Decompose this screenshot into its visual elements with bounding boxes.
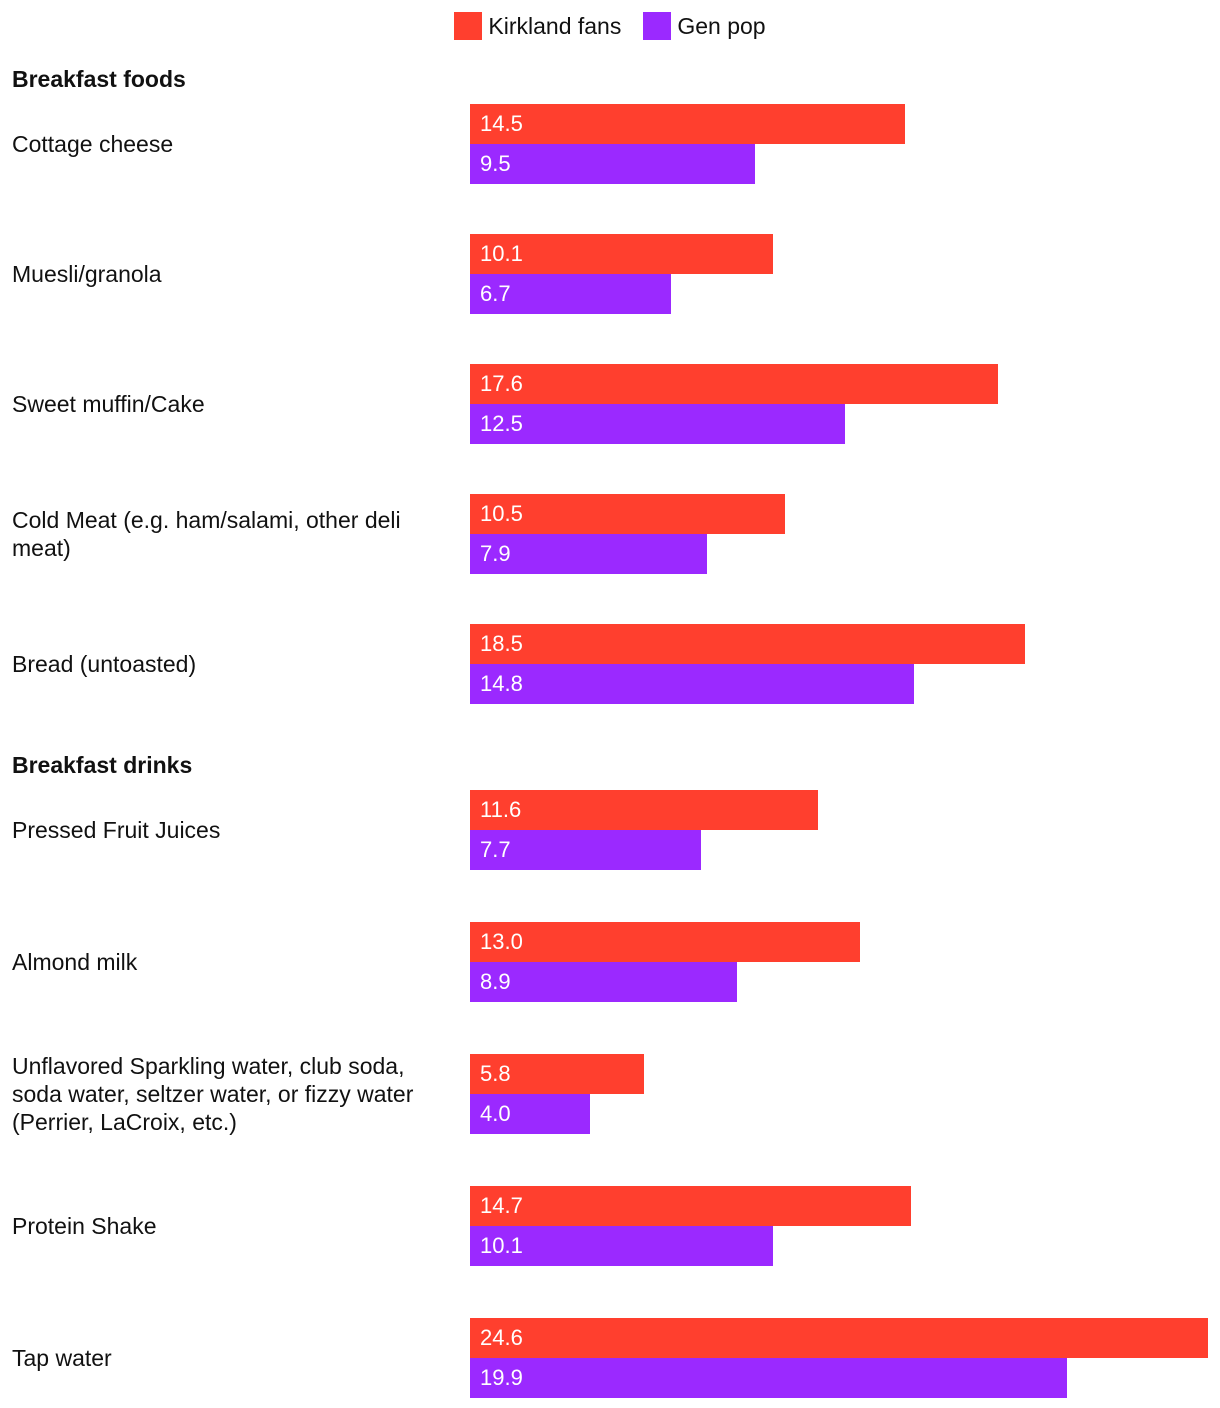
bar-genpop: 7.9 [470, 534, 707, 574]
bar-genpop: 10.1 [470, 1226, 773, 1266]
category-label: Protein Shake [12, 1213, 157, 1239]
bar-value-label: 24.6 [480, 1325, 523, 1350]
bar-value-label: 18.5 [480, 631, 523, 656]
bar-value-label: 7.7 [480, 837, 511, 862]
bar-value-label: 4.0 [480, 1101, 511, 1126]
bar-value-label: 14.7 [480, 1193, 523, 1218]
bar-value-label: 10.1 [480, 1233, 523, 1258]
bar-kirkland: 14.7 [470, 1186, 911, 1226]
category-label: Almond milk [12, 949, 138, 975]
category-label: Cottage cheese [12, 131, 174, 157]
legend-swatch-genpop [643, 12, 672, 40]
legend-label-genpop: Gen pop [677, 12, 766, 39]
legend-item-kirkland: Kirkland fans [454, 12, 621, 40]
category-label: Bread (untoasted) [12, 651, 197, 677]
legend-item-genpop: Gen pop [643, 12, 766, 40]
bar-genpop: 6.7 [470, 274, 671, 314]
bar-value-label: 6.7 [480, 281, 511, 306]
bar-value-label: 10.1 [480, 241, 523, 266]
legend-swatch-kirkland [454, 12, 483, 40]
category-label: Cold Meat (e.g. ham/salami, other deli m… [12, 507, 401, 561]
bar-value-label: 14.5 [480, 111, 523, 136]
bar-value-label: 17.6 [480, 371, 523, 396]
bar-value-label: 9.5 [480, 151, 511, 176]
bar-value-label: 11.6 [480, 797, 522, 822]
bar-value-label: 7.9 [480, 541, 511, 566]
bar-kirkland: 24.6 [470, 1318, 1208, 1358]
group-title: Breakfast foods [12, 66, 186, 92]
bar-kirkland: 5.8 [470, 1054, 644, 1094]
bar-genpop: 7.7 [470, 830, 701, 870]
bar-value-label: 13.0 [480, 929, 523, 954]
bar-genpop: 19.9 [470, 1358, 1067, 1398]
bar-kirkland: 13.0 [470, 922, 860, 962]
category-label: Sweet muffin/Cake [12, 391, 205, 417]
category-label: Unflavored Sparkling water, club soda, s… [12, 1053, 414, 1135]
category-label: Pressed Fruit Juices [12, 817, 221, 843]
bar-value-label: 19.9 [480, 1365, 523, 1390]
bar-kirkland: 17.6 [470, 364, 998, 404]
bar-genpop: 14.8 [470, 664, 914, 704]
group-title: Breakfast drinks [12, 752, 193, 778]
bar-value-label: 8.9 [480, 969, 511, 994]
bar-value-label: 12.5 [480, 411, 523, 436]
bar-value-label: 14.8 [480, 671, 523, 696]
category-label: Muesli/granola [12, 261, 162, 287]
bar-genpop: 4.0 [470, 1094, 590, 1134]
bar-kirkland: 10.5 [470, 494, 785, 534]
bar-kirkland: 14.5 [470, 104, 905, 144]
bar-genpop: 9.5 [470, 144, 755, 184]
bar-value-label: 5.8 [480, 1061, 511, 1086]
bar-kirkland: 11.6 [470, 790, 818, 830]
bar-genpop: 12.5 [470, 404, 845, 444]
bar-kirkland: 18.5 [470, 624, 1025, 664]
legend: Kirkland fans Gen pop [0, 12, 1220, 40]
bar-genpop: 8.9 [470, 962, 737, 1002]
bar-kirkland: 10.1 [470, 234, 773, 274]
legend-label-kirkland: Kirkland fans [488, 12, 622, 39]
category-label: Tap water [12, 1345, 112, 1371]
bar-value-label: 10.5 [480, 501, 523, 526]
